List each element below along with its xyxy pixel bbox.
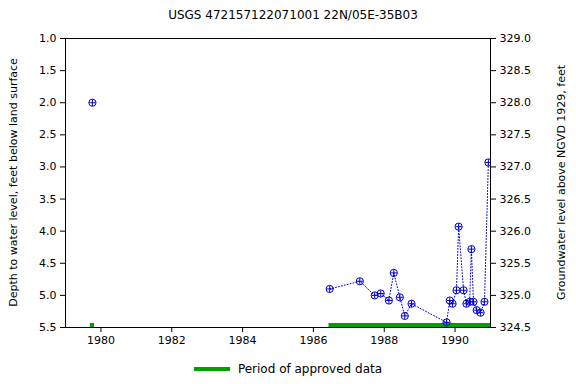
html-text:USGS 472157122071001 22N/05E-3: USGS 472157122071001 22N/05E-35B03 [168, 8, 418, 22]
svg-text:328.0: 328.0 [500, 96, 532, 109]
svg-text:327.5: 327.5 [500, 128, 532, 141]
svg-text:325.0: 325.0 [500, 289, 532, 302]
svg-text:329.0: 329.0 [500, 32, 532, 45]
svg-text:1.0: 1.0 [39, 32, 57, 45]
svg-text:1.5: 1.5 [39, 64, 57, 77]
svg-text:3.0: 3.0 [39, 160, 57, 173]
svg-text:1984: 1984 [229, 334, 257, 347]
svg-text:4.0: 4.0 [39, 225, 57, 238]
svg-text:Depth to water level, feet bel: Depth to water level, feet below land su… [7, 58, 20, 307]
svg-text:1982: 1982 [158, 334, 186, 347]
svg-text:326.5: 326.5 [500, 193, 532, 206]
svg-text:1980: 1980 [87, 334, 115, 347]
svg-text:328.5: 328.5 [500, 64, 532, 77]
svg-text:5.5: 5.5 [39, 321, 57, 334]
svg-text:1986: 1986 [299, 334, 327, 347]
svg-text:325.5: 325.5 [500, 257, 532, 270]
svg-text:1990: 1990 [441, 334, 469, 347]
html-text:Period of approved data: Period of approved data [237, 362, 383, 376]
svg-text:327.0: 327.0 [500, 160, 532, 173]
svg-text:2.5: 2.5 [39, 128, 57, 141]
svg-text:4.5: 4.5 [39, 257, 57, 270]
svg-text:324.5: 324.5 [500, 321, 532, 334]
svg-text:1988: 1988 [370, 334, 398, 347]
svg-text:5.0: 5.0 [39, 289, 57, 302]
svg-text:Groundwater level above NGVD 1: Groundwater level above NGVD 1929, feet [555, 64, 568, 300]
svg-text:3.5: 3.5 [39, 193, 57, 206]
svg-text:2.0: 2.0 [39, 96, 57, 109]
svg-text:326.0: 326.0 [500, 225, 532, 238]
